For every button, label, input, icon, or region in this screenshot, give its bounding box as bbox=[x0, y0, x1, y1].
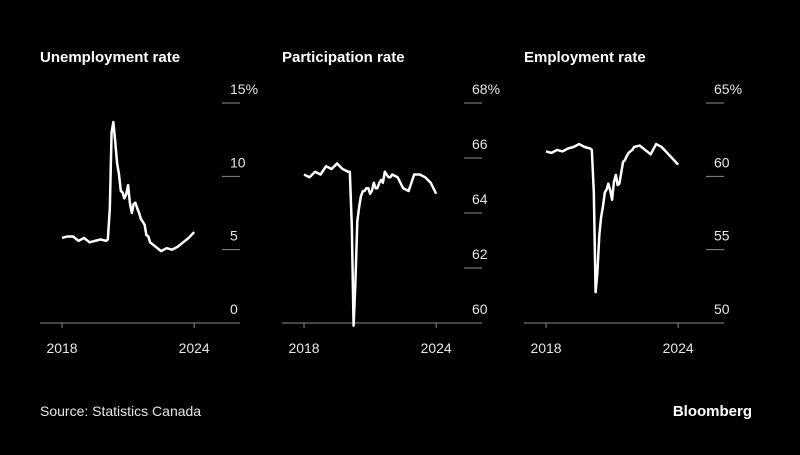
logo: Bloomberg bbox=[673, 403, 752, 420]
source: Source: Statistics Canada bbox=[40, 403, 201, 419]
x-tick-label: 2024 bbox=[421, 340, 452, 356]
y-tick-label: 5 bbox=[230, 228, 238, 244]
y-tick-label: 15% bbox=[230, 81, 258, 97]
x-tick-label: 2018 bbox=[530, 340, 561, 356]
x-tick-label: 2024 bbox=[663, 340, 694, 356]
y-tick-label: 60 bbox=[472, 301, 488, 317]
y-tick-label: 60 bbox=[714, 154, 730, 170]
x-tick-label: 2018 bbox=[288, 340, 319, 356]
line-series bbox=[303, 162, 438, 327]
y-tick-label: 66 bbox=[472, 136, 488, 152]
line-series bbox=[61, 120, 196, 253]
x-tick-label: 2024 bbox=[179, 340, 210, 356]
y-tick-label: 64 bbox=[472, 191, 488, 207]
y-tick-label: 55 bbox=[714, 228, 730, 244]
panel-title: Participation rate bbox=[282, 49, 405, 66]
x-tick-label: 2018 bbox=[46, 340, 77, 356]
y-tick-label: 68% bbox=[472, 81, 500, 97]
panel-title: Employment rate bbox=[524, 49, 646, 66]
y-tick-label: 0 bbox=[230, 301, 238, 317]
y-tick-label: 50 bbox=[714, 301, 730, 317]
y-tick-label: 65% bbox=[714, 81, 742, 97]
y-tick-label: 10 bbox=[230, 154, 246, 170]
y-tick-label: 62 bbox=[472, 246, 488, 262]
panel-title: Unemployment rate bbox=[40, 49, 180, 66]
line-series bbox=[545, 142, 680, 294]
